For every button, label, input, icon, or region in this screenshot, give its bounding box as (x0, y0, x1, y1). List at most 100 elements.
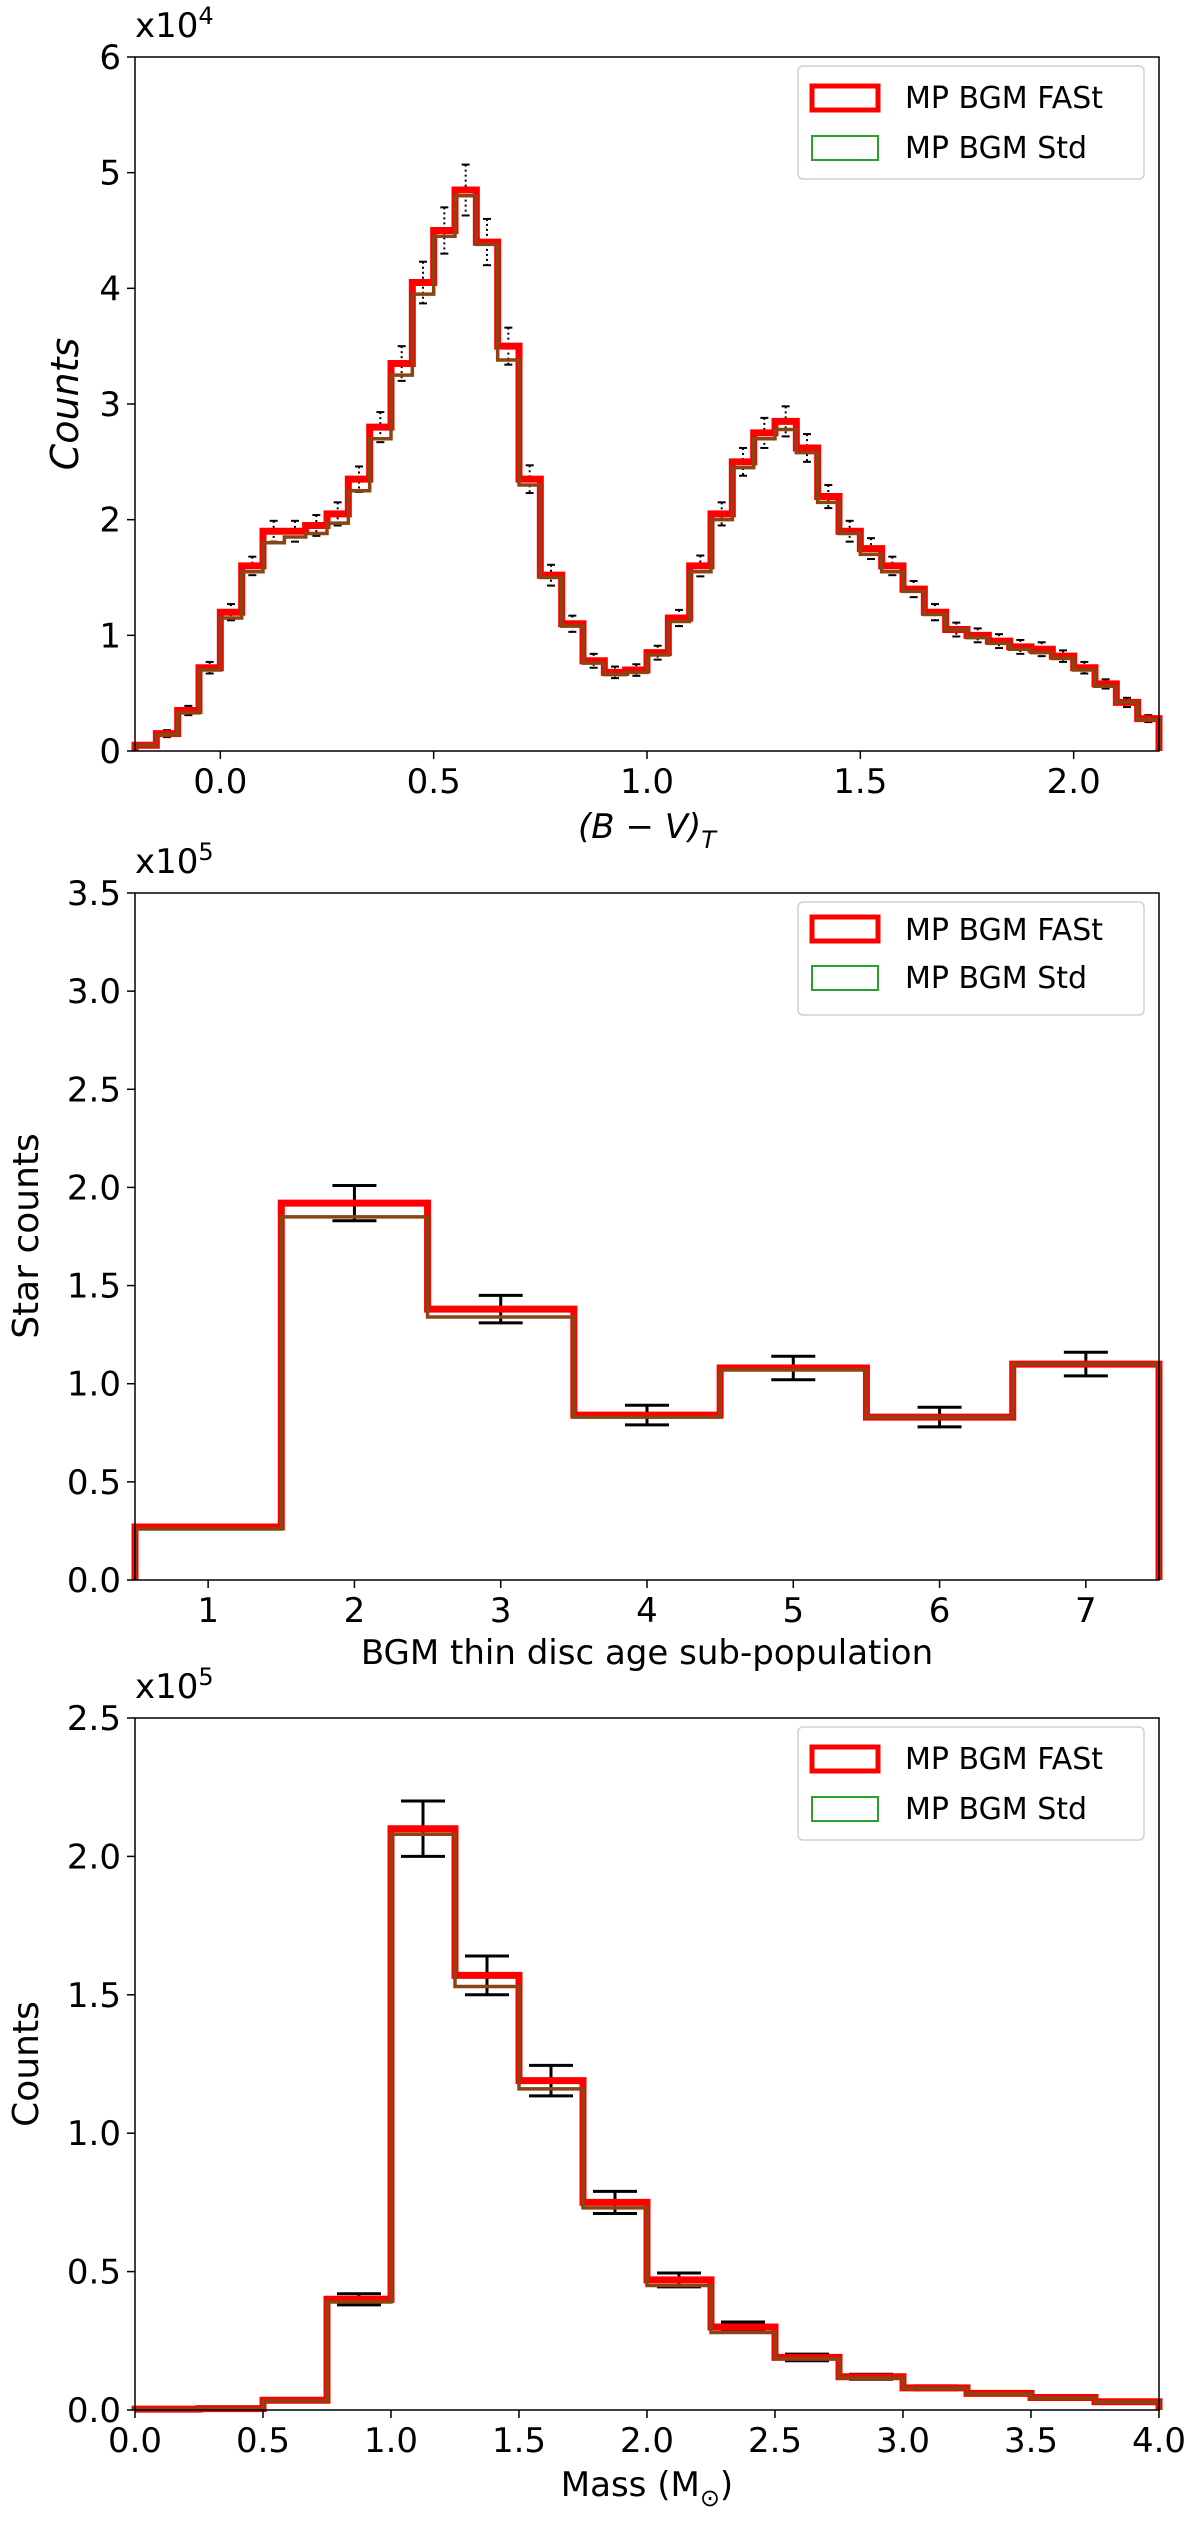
y-tick-label: 5 (99, 154, 121, 194)
error-bar (568, 614, 577, 633)
y-tick-label: 2.0 (67, 1837, 121, 1877)
y-tick-label: 6 (99, 38, 121, 78)
error-bar (675, 608, 683, 628)
x-tick-label: 1.5 (833, 762, 887, 802)
y-tick-label: 2 (99, 501, 121, 541)
error-bars (186, 1183, 1108, 1531)
x-tick-label: 6 (929, 1591, 951, 1631)
y-tick-label: 1.5 (67, 1976, 121, 2016)
error-bar (931, 603, 939, 622)
plot-frame (134, 56, 1160, 752)
std-step-line (133, 1215, 1161, 1580)
legend-fast-swatch (809, 83, 881, 113)
axis-multiplier: x104 (135, 2, 214, 46)
x-tick-label: 1 (197, 1591, 219, 1631)
fast-series-step (131, 1825, 1163, 2413)
plot-frame (134, 1717, 1160, 2411)
legend-box (797, 901, 1145, 1016)
axis-ticks: 1 2 3 4 5 6 7 0.0 0.5 1.0 1.5 2.0 2.5 3.0 3.5 (67, 874, 1097, 1631)
y-tick-label: 0.5 (67, 2253, 121, 2293)
x-tick-label: 4.0 (1132, 2421, 1186, 2461)
overlap-step-line (133, 1832, 1161, 2411)
error-bar (483, 217, 491, 267)
error-bar (909, 579, 918, 599)
y-tick-label: 3.5 (67, 874, 121, 914)
legend-fast-swatch (809, 914, 881, 944)
y-tick-label: 1 (99, 616, 121, 656)
legend-fast-label: MP BGM FASt (905, 913, 1103, 948)
color-histogram-panel: 0.0 0.5 1.0 1.5 2.0 0 1 2 3 4 5 6 x104 (B − V)T Cou… (43, 2, 1163, 854)
y-tick-label: 0 (99, 732, 121, 772)
x-tick-label: 3 (490, 1591, 512, 1631)
y-tick-label: 2.5 (67, 1070, 121, 1110)
x-tick-label: 1.0 (364, 2421, 418, 2461)
axis-multiplier: x105 (135, 1663, 214, 1707)
error-bar (440, 206, 449, 255)
legend-std-swatch (811, 1796, 879, 1822)
x-tick-label: 2 (344, 1591, 366, 1631)
plot-frame (134, 892, 1160, 1581)
overlap-step-line (133, 194, 1161, 751)
y-tick-label: 1.5 (67, 1267, 121, 1307)
error-bar (227, 603, 235, 622)
axis-ticks: 0.0 0.5 1.0 1.5 2.0 2.5 3.0 3.5 4.0 0.0 0.5 1.0 1.5 2… (67, 1699, 1186, 2461)
legend-fast-label: MP BGM FASt (905, 81, 1103, 116)
axis-multiplier: x105 (135, 838, 214, 882)
legend: MP BGM FASt MP BGM Std (797, 65, 1145, 180)
std-step-line (133, 1832, 1161, 2411)
fast-step-line (131, 1199, 1163, 1580)
legend-box (797, 1726, 1145, 1841)
legend-fast-label: MP BGM FASt (905, 1742, 1103, 1777)
std-series-step (133, 1832, 1161, 2411)
y-axis-label: Counts (6, 2001, 47, 2127)
x-tick-label: 0.5 (407, 762, 461, 802)
x-axis-label: (B − V)T (578, 807, 718, 854)
x-tick-label: 2.0 (1047, 762, 1101, 802)
legend-std-swatch (811, 135, 879, 161)
x-tick-label: 3.0 (876, 2421, 930, 2461)
fast-step-line (131, 1825, 1163, 2413)
x-tick-label: 1.0 (620, 762, 674, 802)
x-tick-label: 7 (1075, 1591, 1097, 1631)
legend-std-label: MP BGM Std (905, 131, 1087, 166)
y-tick-label: 3 (99, 385, 121, 425)
y-axis-label: Counts (43, 338, 87, 471)
y-tick-label: 0.0 (67, 2391, 121, 2431)
overlap-step-line (133, 1215, 1161, 1580)
x-axis-label: BGM thin disc age sub-population (361, 1633, 933, 1673)
error-bar (525, 464, 534, 495)
x-tick-label: 5 (782, 1591, 804, 1631)
x-tick-label: 0.0 (108, 2421, 162, 2461)
mass-histogram-panel: 0.0 0.5 1.0 1.5 2.0 2.5 3.0 3.5 4.0 0.0 0.5 1.0 1.5 2… (6, 1663, 1186, 2512)
age-subpopulation-panel: 1 2 3 4 5 6 7 0.0 0.5 1.0 1.5 2.0 2.5 3.0 3.5 x105 BGM… (6, 838, 1163, 1673)
y-tick-label: 0.0 (67, 1561, 121, 1601)
x-tick-label: 1.5 (492, 2421, 546, 2461)
y-tick-label: 1.0 (67, 1365, 121, 1405)
y-tick-label: 1.0 (67, 2114, 121, 2154)
y-tick-label: 4 (99, 269, 121, 309)
legend: MP BGM FASt MP BGM Std (797, 901, 1145, 1016)
axis-ticks: 0.0 0.5 1.0 1.5 2.0 0 1 2 3 4 5 6 (99, 38, 1100, 802)
x-tick-label: 2.5 (748, 2421, 802, 2461)
x-tick-label: 2.0 (620, 2421, 674, 2461)
x-tick-label: 4 (636, 1591, 658, 1631)
x-tick-label: 0.5 (236, 2421, 290, 2461)
legend: MP BGM FASt MP BGM Std (797, 1726, 1145, 1841)
y-tick-label: 2.5 (67, 1699, 121, 1739)
x-tick-label: 0.0 (193, 762, 247, 802)
y-tick-label: 3.0 (67, 972, 121, 1012)
x-tick-label: 3.5 (1004, 2421, 1058, 2461)
legend-std-label: MP BGM Std (905, 961, 1087, 996)
std-series-step (133, 1215, 1161, 1580)
fast-series-step (131, 1199, 1163, 1580)
legend-std-swatch (811, 965, 879, 991)
legend-box (797, 65, 1145, 180)
legend-std-label: MP BGM Std (905, 1792, 1087, 1827)
error-bars (145, 1799, 1149, 2411)
y-axis-label: Star counts (6, 1133, 47, 1339)
y-tick-label: 2.0 (67, 1168, 121, 1208)
x-axis-label: Mass (M⊙) (561, 2465, 733, 2512)
legend-fast-swatch (809, 1744, 881, 1774)
fast-series-step (131, 186, 1163, 751)
